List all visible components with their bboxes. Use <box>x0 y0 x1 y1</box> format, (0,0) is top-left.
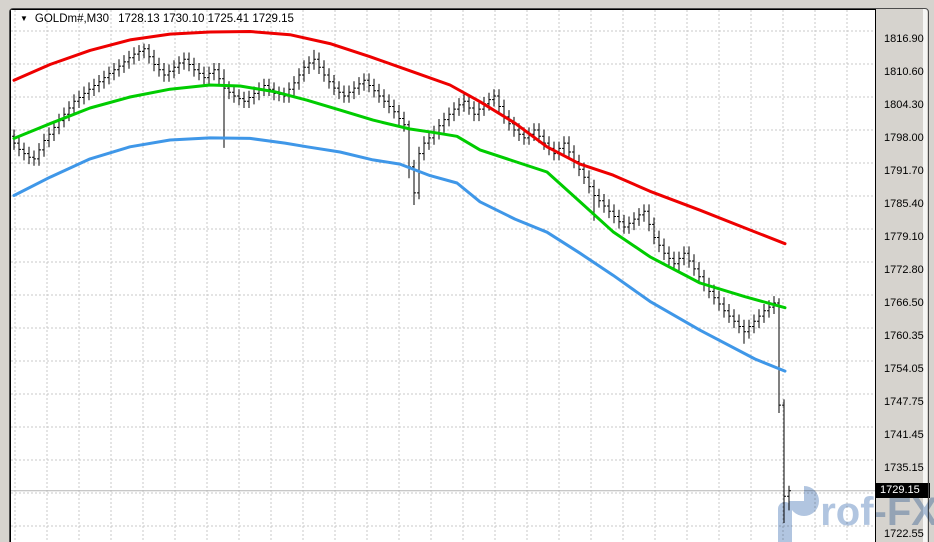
price-axis-label: 1816.90 <box>884 33 924 45</box>
price-axis-label: 1747.75 <box>884 396 924 408</box>
price-axis-label: 1810.60 <box>884 66 924 78</box>
price-axis-label: 1804.30 <box>884 99 924 111</box>
price-axis-label: 1798.00 <box>884 132 924 144</box>
current-price-badge: 1729.15 <box>876 483 930 498</box>
window-edge-highlight <box>923 9 927 542</box>
chart-ohlc-values: 1728.13 1730.10 1725.41 1729.15 <box>118 13 294 25</box>
price-axis-label: 1722.55 <box>884 528 924 540</box>
chart-symbol-period: GOLDm#,M30 <box>34 13 110 25</box>
chart-title: ▼ GOLDm#,M30 1728.13 1730.10 1725.41 1729.… <box>20 13 294 25</box>
price-axis-label: 1791.70 <box>884 165 924 177</box>
price-axis-label: 1772.80 <box>884 264 924 276</box>
price-axis-label: 1766.50 <box>884 297 924 309</box>
price-axis-label: 1760.35 <box>884 330 924 342</box>
chart-dropdown-icon[interactable]: ▼ <box>20 14 28 23</box>
price-axis-label: 1735.15 <box>884 462 924 474</box>
price-axis-label: 1785.40 <box>884 198 924 210</box>
price-axis-label: 1779.10 <box>884 231 924 243</box>
price-axis-label: 1754.05 <box>884 363 924 375</box>
chart-plot-area[interactable] <box>10 9 876 542</box>
price-axis-label: 1741.45 <box>884 429 924 441</box>
price-axis[interactable]: 1816.90 1810.60 1804.30 1798.00 1791.70 1785.… <box>876 9 929 542</box>
